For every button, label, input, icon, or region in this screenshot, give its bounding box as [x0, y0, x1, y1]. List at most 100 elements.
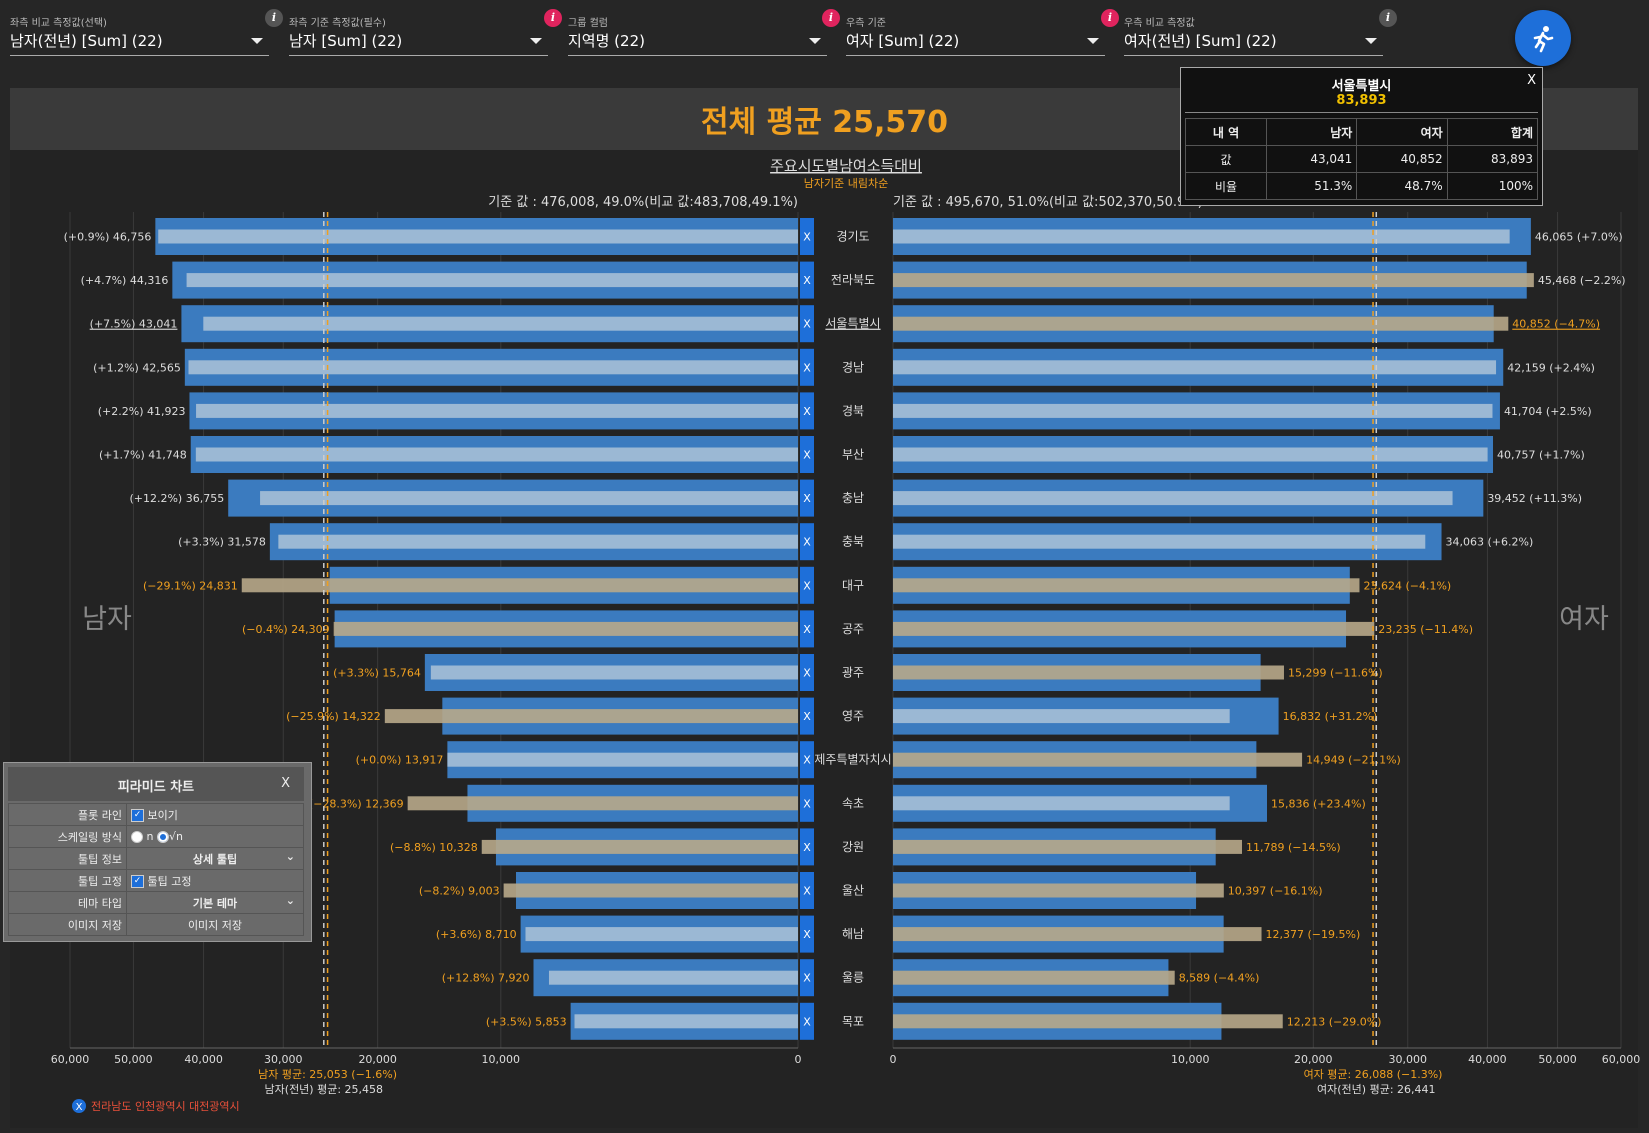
remove-group-button[interactable]: [800, 959, 814, 997]
chart-title[interactable]: 주요시도별남여소득대비: [770, 157, 922, 175]
remove-icon[interactable]: X: [803, 623, 811, 636]
right-compare-bar[interactable]: [893, 360, 1497, 375]
remove-group-button[interactable]: [800, 261, 814, 299]
left-compare-bar[interactable]: [278, 534, 798, 549]
remove-group-button[interactable]: [800, 741, 814, 779]
remove-icon[interactable]: [72, 1099, 86, 1113]
left-compare-bar[interactable]: [503, 883, 798, 898]
remove-group-button[interactable]: [800, 218, 814, 255]
right-compare-bar[interactable]: [893, 316, 1509, 331]
remove-group-button[interactable]: [800, 872, 814, 909]
left-compare-bar[interactable]: [260, 491, 798, 506]
info-icon[interactable]: i: [544, 9, 562, 27]
left-compare-bar[interactable]: [203, 316, 798, 331]
right-compare-bar[interactable]: [893, 752, 1303, 767]
category-label[interactable]: 대구: [842, 578, 864, 592]
remove-icon[interactable]: X: [803, 972, 811, 985]
remove-icon[interactable]: X: [803, 361, 811, 374]
chevron-down-icon[interactable]: ⌄: [285, 850, 295, 863]
remove-group-button[interactable]: [800, 784, 814, 822]
settings-close-button[interactable]: X: [281, 776, 290, 791]
chevron-down-icon[interactable]: [1087, 38, 1099, 44]
group-column-select[interactable]: 그룹 컬럼 지역명 (22): [568, 8, 827, 58]
save-image-button[interactable]: 이미지 저장: [126, 913, 304, 936]
right-compare-bar[interactable]: [893, 665, 1284, 680]
remove-group-button[interactable]: [800, 436, 814, 473]
right-compare-select[interactable]: 우측 비교 측정값 여자(전년) [Sum] (22): [1124, 8, 1383, 58]
chevron-down-icon[interactable]: [809, 38, 821, 44]
left-compare-bar[interactable]: [548, 970, 798, 985]
right-compare-bar[interactable]: [893, 796, 1230, 811]
right-compare-bar[interactable]: [893, 709, 1230, 724]
remove-group-button[interactable]: [800, 392, 814, 430]
radio-n[interactable]: [131, 831, 143, 843]
remove-icon[interactable]: X: [803, 928, 811, 941]
plot-line-toggle[interactable]: ✓ 보이기: [126, 803, 304, 826]
remove-group-button[interactable]: [800, 566, 814, 604]
category-label[interactable]: 광주: [842, 666, 864, 680]
settings-header[interactable]: 피라미드 차트 X: [8, 767, 304, 801]
category-label[interactable]: 서울특별시: [825, 317, 880, 331]
right-compare-bar[interactable]: [893, 1014, 1283, 1029]
right-compare-bar[interactable]: [893, 927, 1262, 942]
right-compare-bar[interactable]: [893, 229, 1510, 244]
left-compare-bar[interactable]: [241, 578, 799, 593]
tooltip-close-button[interactable]: X: [1527, 73, 1536, 88]
info-icon[interactable]: i: [1101, 9, 1119, 27]
remove-icon[interactable]: X: [803, 841, 811, 854]
remove-group-button[interactable]: [800, 915, 814, 953]
remove-icon[interactable]: X: [803, 754, 811, 767]
category-label[interactable]: 충남: [842, 491, 864, 505]
left-compare-bar[interactable]: [447, 752, 798, 767]
chevron-down-icon[interactable]: [1365, 38, 1377, 44]
remove-group-button[interactable]: [800, 654, 814, 691]
info-icon[interactable]: i: [1379, 9, 1397, 27]
category-label[interactable]: 경북: [842, 404, 864, 418]
remove-icon[interactable]: X: [803, 1015, 811, 1028]
remove-icon[interactable]: X: [803, 579, 811, 592]
remove-icon-glyph[interactable]: X: [76, 1102, 83, 1113]
category-label[interactable]: 부산: [842, 448, 864, 462]
right-compare-bar[interactable]: [893, 447, 1488, 462]
theme-select[interactable]: 기본 테마 ⌄: [126, 891, 304, 914]
remove-icon[interactable]: X: [803, 274, 811, 287]
left-compare-bar[interactable]: [195, 447, 799, 462]
left-compare-select[interactable]: 좌측 비교 측정값(선택) 남자(전년) [Sum] (22): [10, 8, 269, 58]
info-icon[interactable]: i: [822, 9, 840, 27]
category-label[interactable]: 울릉: [842, 971, 864, 985]
right-base-select[interactable]: 우측 기준 여자 [Sum] (22): [846, 8, 1105, 58]
category-label[interactable]: 경남: [842, 360, 864, 374]
category-label[interactable]: 제주특별자치시: [814, 753, 891, 767]
right-compare-bar[interactable]: [893, 273, 1534, 288]
left-compare-bar[interactable]: [158, 229, 798, 244]
remove-icon[interactable]: X: [803, 449, 811, 462]
remove-icon[interactable]: X: [803, 710, 811, 723]
category-label[interactable]: 경기도: [836, 230, 869, 244]
category-label[interactable]: 속초: [842, 796, 864, 810]
remove-group-button[interactable]: [800, 697, 814, 735]
right-compare-bar[interactable]: [893, 970, 1175, 985]
left-compare-bar[interactable]: [333, 621, 798, 636]
right-compare-bar[interactable]: [893, 621, 1375, 636]
chevron-down-icon[interactable]: [251, 38, 263, 44]
chevron-down-icon[interactable]: ⌄: [285, 894, 295, 907]
chevron-down-icon[interactable]: [530, 38, 542, 44]
remove-icon[interactable]: X: [803, 318, 811, 331]
category-label[interactable]: 충북: [842, 535, 864, 549]
checkbox-icon[interactable]: ✓: [131, 875, 144, 888]
info-icon[interactable]: i: [265, 9, 283, 27]
left-compare-bar[interactable]: [525, 927, 798, 942]
remove-group-button[interactable]: [800, 305, 814, 343]
remove-group-button[interactable]: [800, 479, 814, 517]
remove-icon[interactable]: X: [803, 797, 811, 810]
right-compare-bar[interactable]: [893, 839, 1242, 854]
left-compare-bar[interactable]: [407, 796, 798, 811]
category-label[interactable]: 전라북도: [831, 273, 875, 287]
remove-icon[interactable]: X: [803, 536, 811, 549]
right-compare-bar[interactable]: [893, 403, 1493, 418]
remove-group-button[interactable]: [800, 523, 814, 561]
remove-group-button[interactable]: [800, 828, 814, 866]
remove-icon[interactable]: X: [803, 492, 811, 505]
left-compare-bar[interactable]: [430, 665, 798, 680]
left-compare-bar[interactable]: [574, 1014, 798, 1029]
